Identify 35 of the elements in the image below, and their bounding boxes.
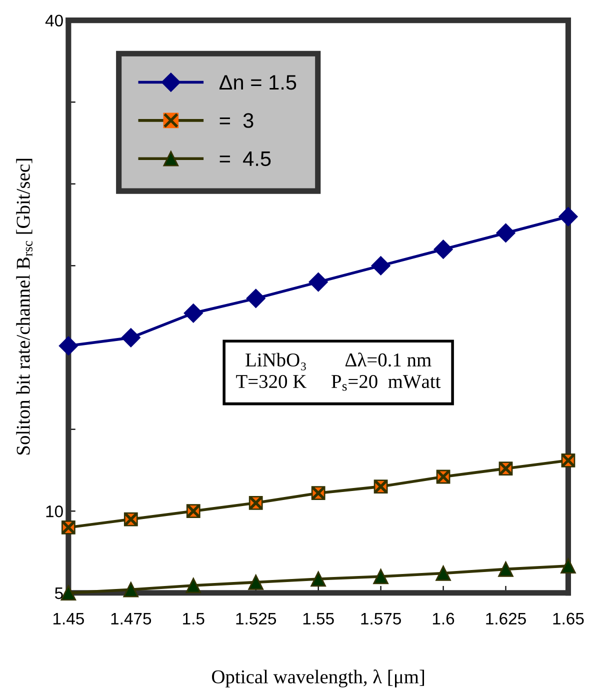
x-axis-title: Optical wavelength, λ [μm] [212, 670, 424, 688]
x-tick-label: 1.575 [361, 612, 401, 625]
legend-label: Δn = 1.5 [219, 75, 296, 90]
x-tick-label: 1.65 [553, 612, 584, 625]
x-tick-label: 1.475 [111, 612, 152, 625]
x-tick-label: 1.625 [486, 612, 526, 625]
point [560, 558, 576, 574]
point [58, 336, 78, 356]
legend-label: = 4.5 [220, 152, 271, 166]
point [246, 288, 266, 308]
point [558, 207, 578, 226]
y-tick-label: 10 [46, 506, 63, 518]
y-tick-label: 40 [45, 14, 63, 27]
x-tick-label: 1.6 [432, 612, 454, 625]
point [498, 562, 514, 577]
point [186, 578, 202, 594]
point [371, 256, 390, 276]
y-axis-title: Soliton bit rate/channel B$_{rsc}$ [Gbit/sec] [16, 158, 32, 455]
point [496, 223, 516, 243]
point [308, 272, 328, 292]
x-tick-label: 1.5 [183, 612, 204, 625]
x-tick-label: 1.525 [236, 612, 276, 625]
point [184, 304, 203, 323]
legend-label: = 3 [220, 113, 254, 128]
point [248, 574, 264, 590]
point [123, 582, 139, 598]
point [434, 240, 453, 259]
point [310, 571, 326, 587]
point [121, 328, 140, 348]
point [436, 566, 451, 581]
y-tick-label: 5 [54, 587, 63, 600]
annotation: LiNbO₃ Δλ=0.1 nm T=320 K P$_{s}$=20 mWatt [236, 352, 441, 391]
x-tick-label: 1.45 [53, 612, 84, 625]
x-tick-label: 1.55 [303, 612, 334, 625]
point [373, 568, 388, 584]
